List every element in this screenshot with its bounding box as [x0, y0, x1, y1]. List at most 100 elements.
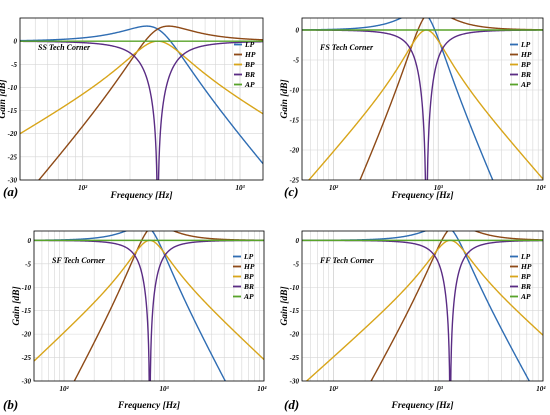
x-tick-label: 10⁴	[536, 385, 546, 393]
series-line-hp	[370, 231, 543, 381]
series-line-lp	[34, 231, 227, 381]
y-axis-title: Gain [dB]	[280, 79, 290, 118]
x-axis-title: Frequency [Hz]	[390, 191, 453, 201]
series-group	[302, 18, 543, 180]
y-tick-label: -10	[8, 84, 18, 92]
y-tick-label: -20	[8, 130, 18, 138]
y-axis-title: Gain [dB]	[0, 79, 8, 118]
legend-label-bp: BP	[520, 60, 531, 69]
y-tick-label: -15	[8, 107, 18, 115]
y-axis-title: Gain [dB]	[280, 286, 290, 325]
y-tick-label: -5	[11, 61, 17, 69]
series-line-bp	[307, 29, 543, 180]
y-tick-label: -30	[22, 378, 32, 386]
y-tick-label: -25	[290, 177, 300, 185]
x-tick-label: 10⁴	[257, 385, 267, 393]
panel-label: (b)	[3, 397, 18, 412]
series-group	[302, 231, 543, 381]
chart-title: SS Tech Corner	[38, 43, 91, 52]
x-tick-label: 10³	[434, 184, 444, 192]
series-line-lp	[302, 18, 494, 180]
y-tick-label: 0	[14, 38, 18, 46]
legend-label-br: BR	[243, 282, 254, 291]
series-line-lp	[302, 231, 531, 381]
y-tick-label: -10	[290, 87, 300, 95]
series-line-bp	[20, 40, 263, 135]
chart-title: FF Tech Corner	[319, 256, 375, 265]
x-tick-label: 10²	[78, 184, 88, 192]
legend-label-lp: LP	[244, 40, 255, 49]
legend-label-lp: LP	[243, 252, 254, 261]
plot-frame	[19, 17, 264, 181]
x-tick-label: 10²	[329, 184, 339, 192]
panel-label: (a)	[3, 184, 18, 199]
y-tick-label: -25	[290, 354, 300, 362]
plot-frame	[301, 17, 544, 181]
panel-a: 0 -5 -10 -15 -20 -25 -30 10² 10³ Frequency [Hz] Ga…	[0, 17, 264, 201]
panel-b: 0 -5 -10 -15 -20 -25 -30 10² 10³ 10⁴ Frequency [Hz…	[3, 230, 267, 412]
legend-label-hp: HP	[520, 262, 532, 271]
panel-d: 0 -5 -10 -15 -20 -25 -30 10² 10³ 10⁴ Frequency [Hz…	[280, 230, 546, 412]
y-tick-label: -20	[290, 331, 300, 339]
y-tick-label: -20	[290, 147, 300, 155]
y-tick-label: -20	[22, 331, 32, 339]
x-axis-title: Frequency [Hz]	[109, 191, 172, 201]
legend-label-bp: BP	[520, 272, 531, 281]
x-tick-label: 10²	[60, 385, 70, 393]
legend-label-hp: HP	[244, 50, 256, 59]
legend-label-ap: AP	[244, 80, 255, 89]
x-tick-label: 10²	[329, 385, 339, 393]
plot-frame	[301, 230, 544, 382]
y-tick-label: 0	[296, 27, 300, 35]
series-line-bp	[305, 239, 543, 381]
x-tick-label: 10³	[434, 385, 444, 393]
grid	[301, 231, 544, 382]
y-tick-label: -25	[8, 153, 18, 161]
y-tick-label: -5	[25, 260, 31, 268]
series-line-hp	[359, 18, 543, 180]
y-tick-label: -25	[22, 354, 32, 362]
chart-title: SF Tech Corner	[52, 256, 106, 265]
legend-label-lp: LP	[520, 252, 531, 261]
y-tick-label: -15	[22, 307, 32, 315]
y-tick-label: -10	[22, 284, 32, 292]
y-tick-label: -5	[293, 57, 299, 65]
legend-label-ap: AP	[243, 292, 254, 301]
y-axis-title: Gain [dB]	[12, 286, 22, 325]
series-group	[34, 231, 264, 381]
y-tick-label: -30	[290, 378, 300, 386]
legend-label-ap: AP	[520, 292, 531, 301]
legend-label-bp: BP	[244, 60, 255, 69]
y-tick-label: -30	[8, 177, 18, 185]
panel-label: (d)	[284, 397, 299, 412]
x-axis-title: Frequency [Hz]	[117, 401, 180, 411]
series-line-br	[302, 239, 543, 381]
series-line-lp	[20, 25, 263, 165]
legend-label-bp: BP	[243, 272, 254, 281]
panel-label: (c)	[284, 184, 298, 199]
x-tick-label: 10³	[159, 385, 169, 393]
panel-c: 0 -5 -10 -15 -20 -25 10² 10³ 10⁴ Frequency [Hz] Ga…	[280, 17, 546, 201]
legend-label-hp: HP	[520, 50, 532, 59]
y-tick-label: -15	[290, 307, 300, 315]
legend-label-br: BR	[520, 70, 531, 79]
legend-label-lp: LP	[520, 40, 531, 49]
legend-label-ap: AP	[520, 80, 531, 89]
series-group	[20, 25, 263, 180]
y-tick-label: -5	[293, 260, 299, 268]
y-tick-label: 0	[296, 237, 300, 245]
legend-label-hp: HP	[243, 262, 255, 271]
y-tick-label: -15	[290, 117, 300, 125]
x-tick-label: 10⁴	[536, 184, 546, 192]
series-line-hp	[38, 25, 263, 180]
series-line-hp	[73, 231, 264, 381]
series-line-br	[302, 29, 543, 180]
legend-label-br: BR	[520, 282, 531, 291]
plot-frame	[33, 230, 265, 382]
